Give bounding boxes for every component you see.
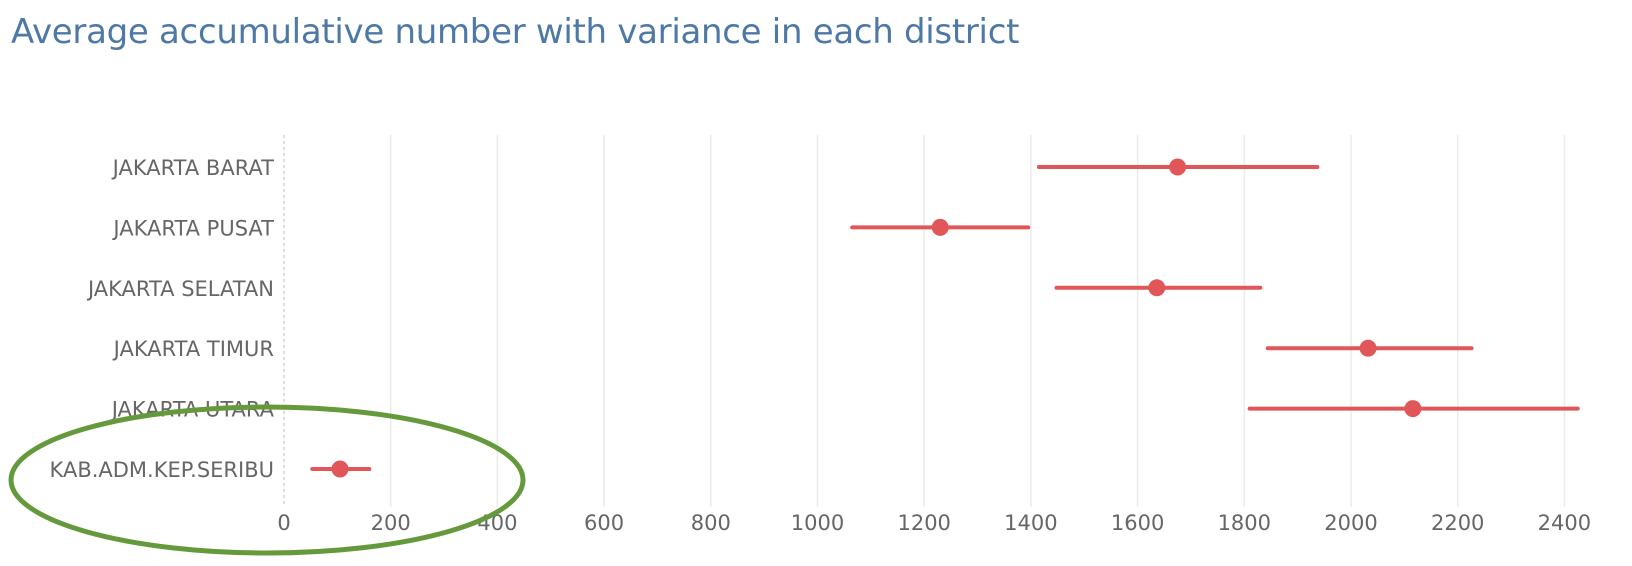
data-point — [331, 460, 349, 478]
data-point — [1359, 339, 1377, 357]
x-tick-label: 1800 — [1218, 511, 1271, 535]
x-tick-label: 1000 — [791, 511, 844, 535]
x-tick-label: 2400 — [1538, 511, 1591, 535]
chart-title: Average accumulative number with varianc… — [11, 12, 1020, 52]
x-tick-label: 0 — [277, 511, 290, 535]
x-tick-label: 600 — [584, 511, 624, 535]
category-label: JAKARTA TIMUR — [112, 337, 274, 361]
category-label: JAKARTA BARAT — [111, 156, 275, 180]
x-tick-label: 200 — [371, 511, 411, 535]
x-tick-label: 400 — [477, 511, 517, 535]
data-point — [1169, 158, 1187, 176]
x-tick-label: 1200 — [897, 511, 950, 535]
data-point — [1148, 279, 1166, 297]
data-point — [1404, 400, 1422, 418]
category-label: JAKARTA PUSAT — [111, 216, 274, 240]
category-label: JAKARTA SELATAN — [86, 277, 274, 301]
x-tick-label: 1400 — [1004, 511, 1057, 535]
x-tick-label: 2200 — [1431, 511, 1484, 535]
x-tick-label: 800 — [691, 511, 731, 535]
data-point — [931, 218, 949, 236]
x-tick-label: 1600 — [1111, 511, 1164, 535]
category-label: KAB.ADM.KEP.SERIBU — [50, 458, 274, 482]
highlight-ellipse — [8, 404, 526, 556]
x-tick-label: 2000 — [1324, 511, 1377, 535]
